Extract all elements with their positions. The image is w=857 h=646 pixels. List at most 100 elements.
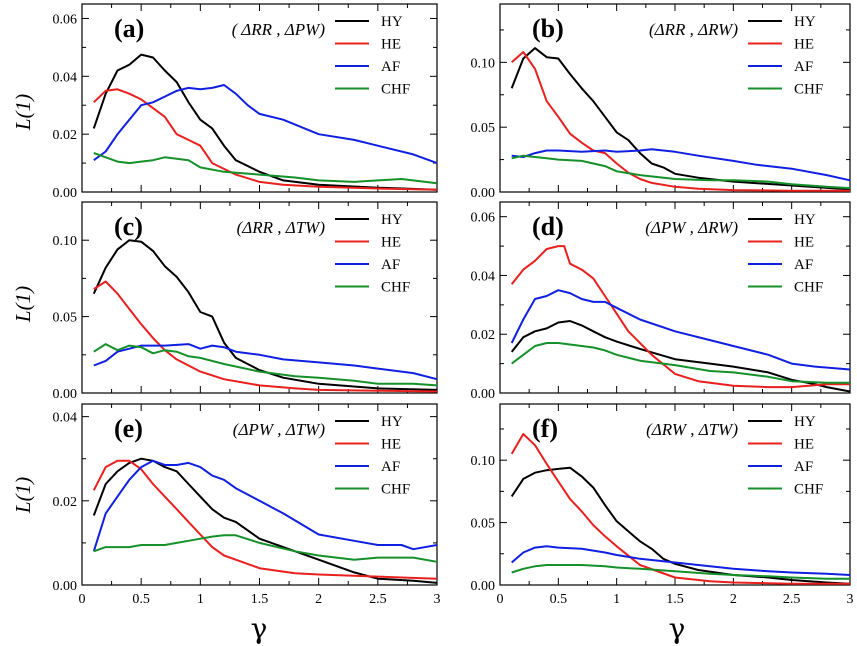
y-tick-label: 0.10 [471,454,496,469]
y-tick-label: 0.05 [471,121,496,136]
variable-pair-label: (ΔRR , ΔTW) [237,218,326,237]
legend-label-chf: CHF [794,482,823,498]
legend-label-hy: HY [794,414,816,430]
x-tick-label: 0 [497,592,504,607]
series-line-af [511,545,851,576]
y-tick-label: 0.10 [53,234,78,249]
x-tick-label: 0 [79,592,86,607]
y-axis-hat: ^ [0,283,9,294]
x-tick-label: 1.5 [666,592,684,607]
x-tick-label: 2 [730,592,737,607]
panel-label: (d) [532,212,564,241]
panel-a: 0.00 0.02 0.04 0.06 (a) ( ΔRR , ΔPW) HY HE AF CHF [53,3,438,201]
series-line-hy [92,457,438,584]
panel-label: (a) [114,14,144,43]
legend: HY HE AF CHF [335,14,410,98]
y-axis-label-row-2: ^ L(1) [0,283,35,323]
y-axis-hat: ^ [0,91,9,102]
x-tick-label: 2.5 [783,592,801,607]
series-line-he [93,280,438,393]
legend-label-hy: HY [381,212,403,228]
y-tick-label: 0.06 [53,12,78,27]
variable-pair-label: ( ΔRR , ΔPW) [232,20,326,39]
legend: HY HE AF CHF [335,212,410,296]
series-line-af [93,84,438,165]
legend-label-af: AF [794,257,813,273]
series-line-chf [511,342,850,384]
series-line-chf [93,534,438,563]
panel-f: 0 0.5 1 1.5 2 2.5 3 0.00 0.05 0.10 (f) (ΔRW , ΔTW) H… [471,403,854,607]
series-line-af [92,459,438,552]
variable-pair-label: (ΔPW , ΔTW) [233,420,326,439]
y-axis-label-row-1: ^ L(1) [0,91,35,131]
y-tick-label: 0.00 [53,387,78,402]
series-line-chf [93,343,438,387]
series-line-af [510,289,851,371]
series-line-af [511,148,851,182]
legend-label-af: AF [794,459,813,475]
panel-label: (c) [114,212,143,241]
panel-label: (f) [532,414,558,443]
legend-label-chf: CHF [381,482,410,498]
y-axis-label: L(1) [11,286,35,323]
x-tick-label: 3 [847,592,854,607]
legend-label-chf: CHF [381,280,410,296]
x-tick-label: 3 [434,592,441,607]
series-line-he [93,88,438,191]
series-line-hy [510,320,851,393]
legend-label-af: AF [381,257,400,273]
legend-label-he: HE [794,37,814,53]
series-line-he [510,245,850,389]
legend-label-chf: CHF [381,82,410,98]
y-axis-hat: ^ [0,474,9,485]
y-tick-label: 0.00 [53,579,78,594]
legend: HY HE AF CHF [335,414,410,498]
y-tick-label: 0.04 [53,70,78,85]
x-axis-label-left: γ [251,612,268,645]
legend: HY HE AF CHF [748,212,823,296]
panel-d: 0.00 0.02 0.04 0.06 (d) (ΔPW , ΔRW) HY HE AF CHF [471,201,851,402]
y-tick-label: 0.02 [53,495,78,510]
y-axis-label-row-3: ^ L(1) [0,474,35,514]
y-tick-label: 0.02 [471,328,496,343]
variable-pair-label: (ΔRR , ΔRW) [649,20,738,39]
panel-label: (b) [532,14,564,43]
legend-label-hy: HY [794,212,816,228]
x-tick-label: 1 [613,592,620,607]
legend-label-he: HE [381,37,401,53]
x-tick-label: 1.5 [251,592,269,607]
variable-pair-label: (ΔRW , ΔTW) [646,420,738,439]
y-axis-label: L(1) [11,94,35,131]
x-tick-label: 0.5 [132,592,150,607]
y-tick-label: 0.00 [471,387,496,402]
legend: HY HE AF CHF [748,414,823,498]
legend-label-hy: HY [381,14,403,30]
panel-c: 0.00 0.05 0.10 (c) (ΔRR , ΔTW) HY HE AF CHF [53,201,438,402]
y-tick-label: 0.02 [53,128,78,143]
series-line-chf [93,152,438,185]
legend-label-chf: CHF [794,280,823,296]
legend-label-he: HE [794,235,814,251]
y-tick-label: 0.00 [471,579,496,594]
legend-label-hy: HY [794,14,816,30]
y-tick-label: 0.00 [53,186,78,201]
series-line-he [92,459,438,580]
panel-b: 0.00 0.05 0.10 (b) (ΔRR , ΔRW) HY HE AF CHF [471,3,851,201]
legend: HY HE AF CHF [748,14,823,98]
y-tick-label: 0.04 [471,269,496,284]
y-tick-label: 0.00 [471,186,496,201]
legend-label-af: AF [381,59,400,75]
y-tick-label: 0.05 [53,311,78,326]
legend-label-he: HE [794,437,814,453]
legend-label-he: HE [381,437,401,453]
variable-pair-label: (ΔPW , ΔRW) [645,218,738,237]
legend-label-he: HE [381,235,401,251]
x-axis-label-right: γ [669,612,686,645]
series-line-chf [511,154,851,190]
legend-label-chf: CHF [794,82,823,98]
series-line-he [510,433,850,585]
x-tick-label: 2 [315,592,322,607]
legend-label-af: AF [794,59,813,75]
panel-label: (e) [114,414,143,443]
series-line-he [511,51,850,192]
